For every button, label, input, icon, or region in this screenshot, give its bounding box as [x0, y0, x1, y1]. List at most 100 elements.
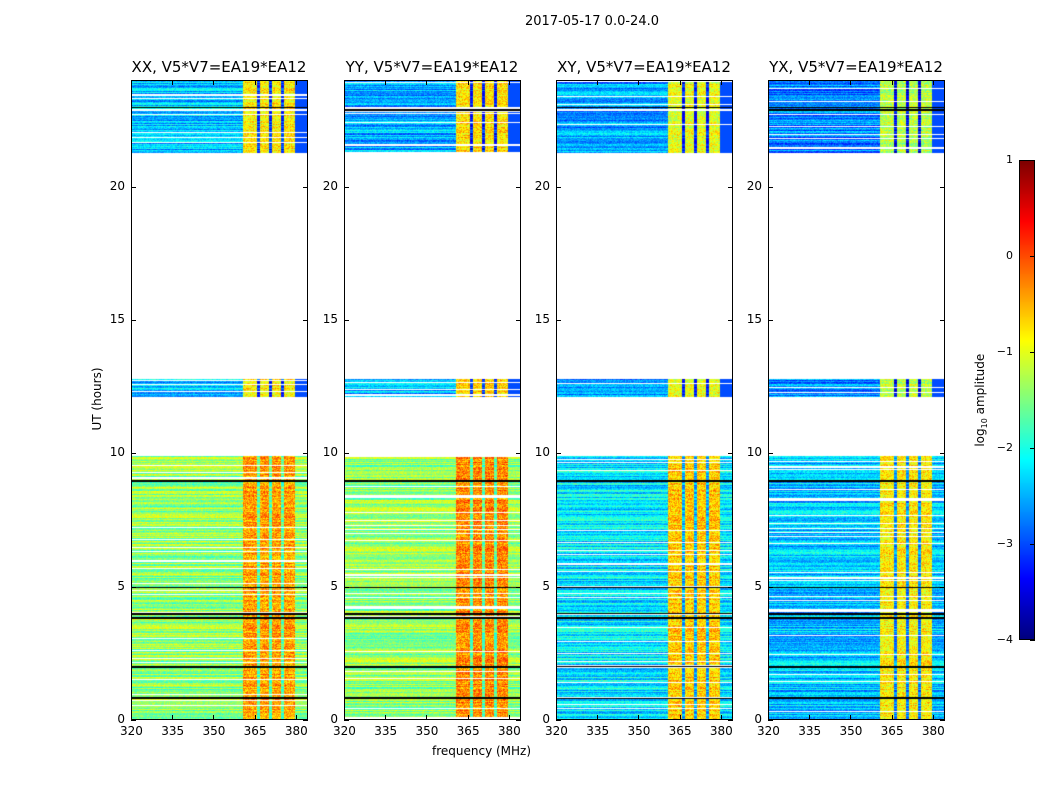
y-tick [516, 720, 521, 721]
y-tick [940, 320, 945, 321]
x-tick [426, 80, 428, 85]
heatmap-panel [131, 80, 308, 720]
x-tick-label: 380 [497, 724, 521, 738]
y-tick [556, 320, 561, 321]
x-tick [385, 715, 387, 720]
x-tick [809, 80, 811, 85]
x-tick [426, 715, 428, 720]
heatmap-panel [556, 80, 733, 720]
x-tick [344, 715, 345, 720]
x-tick [508, 80, 510, 85]
y-tick [940, 453, 945, 455]
heatmap-cells [132, 81, 307, 719]
colorbar-label: log10 amplitude [972, 353, 990, 447]
panel-title: XY, V5*V7=EA19*EA12 [557, 58, 731, 76]
y-tick-label: 5 [542, 578, 550, 593]
y-tick [344, 186, 349, 188]
colorbar-tick [1030, 352, 1035, 353]
x-tick [768, 80, 769, 85]
y-tick-label: 15 [534, 312, 550, 326]
colorbar-tick [1030, 544, 1035, 545]
y-tick [556, 586, 561, 588]
y-tick-label: 0 [330, 712, 338, 726]
y-tick [131, 186, 136, 188]
x-tick [720, 715, 722, 720]
y-tick-label: 0 [542, 712, 550, 726]
x-tick-label: 350 [627, 724, 651, 738]
y-tick-label: 10 [746, 445, 762, 460]
x-tick-label: 350 [202, 724, 226, 738]
x-tick-label: 335 [374, 724, 398, 738]
y-tick-label: 0 [754, 712, 762, 726]
heatmap-cells [345, 81, 520, 719]
x-tick-label: 335 [798, 724, 822, 738]
colorbar-tick-label: −3 [996, 537, 1013, 550]
y-axis-label: UT (hours) [90, 367, 104, 431]
y-tick [728, 320, 733, 321]
y-tick [344, 586, 349, 588]
x-tick-label: 365 [456, 724, 480, 738]
x-tick-label: 320 [757, 724, 780, 738]
x-tick-label: 365 [880, 724, 904, 738]
y-tick [131, 586, 136, 588]
y-tick-label: 15 [746, 312, 762, 326]
x-tick [295, 80, 297, 85]
colorbar-tick-label: −2 [996, 441, 1013, 454]
x-axis-label: frequency (MHz) [432, 744, 532, 758]
heatmap-cells [769, 81, 944, 719]
colorbar-tick [1030, 160, 1035, 161]
y-tick [556, 186, 561, 188]
x-tick [213, 715, 215, 720]
x-tick [508, 715, 510, 720]
y-tick-label: 5 [117, 578, 125, 593]
x-tick [850, 715, 852, 720]
y-tick-label: 20 [746, 178, 762, 193]
x-tick-label: 320 [333, 724, 356, 738]
x-tick-label: 350 [415, 724, 439, 738]
y-tick [303, 586, 308, 588]
y-tick [344, 320, 349, 321]
x-tick-label: 335 [586, 724, 610, 738]
y-tick [556, 720, 561, 721]
y-tick [728, 720, 733, 721]
y-tick-label: 10 [322, 445, 338, 460]
x-tick [556, 80, 557, 85]
y-tick [728, 453, 733, 455]
y-tick-label: 20 [109, 178, 125, 193]
panel-title: YX, V5*V7=EA19*EA12 [769, 58, 943, 76]
y-tick [728, 586, 733, 588]
panel-title: YY, V5*V7=EA19*EA12 [345, 58, 519, 76]
x-tick [679, 80, 681, 85]
x-tick [768, 715, 769, 720]
y-tick [516, 586, 521, 588]
y-tick [940, 720, 945, 721]
y-tick-label: 10 [109, 445, 125, 460]
x-tick [254, 80, 256, 85]
colorbar-tick [1030, 448, 1035, 449]
x-tick-label: 320 [545, 724, 568, 738]
y-tick [516, 453, 521, 455]
x-tick [385, 80, 387, 85]
x-tick [638, 715, 640, 720]
x-tick [597, 715, 599, 720]
x-tick [679, 715, 681, 720]
x-tick [932, 715, 934, 720]
x-tick [809, 715, 811, 720]
colorbar-tick-label: −4 [996, 633, 1013, 646]
heatmap-cells [557, 81, 732, 719]
colorbar-tick-label: −1 [996, 345, 1013, 358]
y-tick [131, 320, 136, 321]
colorbar-tick-label: 0 [1006, 249, 1013, 262]
colorbar [1019, 160, 1035, 640]
y-tick [344, 453, 349, 455]
y-tick [768, 186, 773, 188]
x-tick [891, 80, 893, 85]
y-tick-label: 20 [322, 178, 338, 193]
y-tick-label: 10 [534, 445, 550, 460]
y-tick-label: 20 [534, 178, 550, 193]
x-tick [344, 80, 345, 85]
x-tick [597, 80, 599, 85]
x-tick-label: 365 [243, 724, 267, 738]
x-tick-label: 350 [839, 724, 863, 738]
